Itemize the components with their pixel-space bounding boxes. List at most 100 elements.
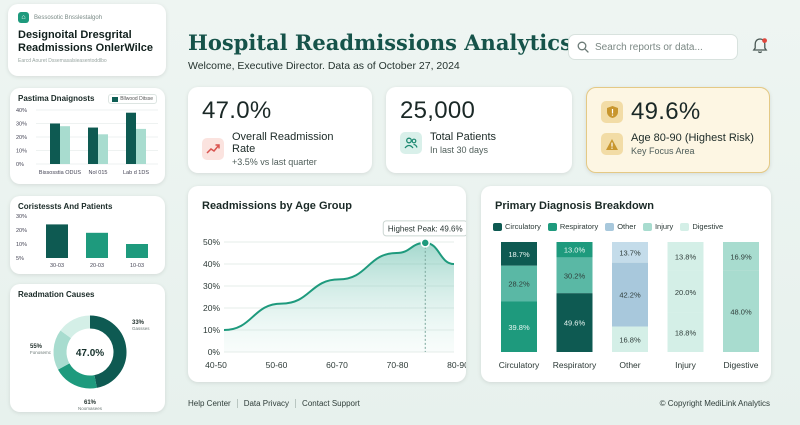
y-tick-label: 30% [16, 214, 27, 220]
legend-item[interactable]: Injury [642, 222, 673, 231]
donut-segment [89, 315, 127, 388]
legend-swatch [112, 96, 119, 102]
logo-icon: ⌂ [18, 12, 29, 23]
bar-segment-label: 13.8% [675, 252, 697, 261]
kpi-total-patients[interactable]: 25,000 Total Patients In last 30 days [386, 87, 572, 173]
x-tick-label: Lab d 1DS [123, 170, 149, 176]
kpi-rate-sub: +3.5% vs last quarter [232, 157, 317, 167]
y-tick-label: 20% [16, 135, 27, 141]
trend-up-icon [202, 138, 224, 160]
kpi-patients-value: 25,000 [400, 97, 476, 124]
bar-segment [556, 242, 593, 258]
x-tick-label: Nol 015 [89, 170, 108, 176]
x-tick-label: 30-03 [50, 263, 64, 269]
kpi-highest-risk-age[interactable]: 49.6% Age 80-90 (Highest Risk) Key Focus… [586, 87, 770, 173]
bar-segment [612, 326, 648, 352]
legend-item[interactable]: Other [605, 222, 636, 231]
bar-segment [501, 301, 537, 352]
copyright-text: © Copyright MediLink Analytics [659, 399, 770, 408]
legend-item[interactable]: Circulatory [493, 222, 541, 231]
bar [86, 232, 108, 258]
y-tick-label: 40% [203, 259, 220, 269]
age-group-area-chart: 50% 40% 30% 20% 10% 0% 40-50 50-60 60-70 70-80 80-… [203, 220, 466, 370]
x-tick-label: 50-60 [266, 360, 288, 370]
y-tick-label: 10% [16, 149, 27, 155]
bar [88, 127, 98, 164]
bar [46, 224, 68, 258]
kpi-readmission-rate[interactable]: 47.0% Overall Readmission Rate +3.5% vs … [188, 87, 372, 173]
bar-segment-label: 18.8% [675, 328, 697, 337]
bar-segment-label: 39.8% [508, 323, 530, 332]
bar [60, 126, 70, 164]
x-tick-label: Other [619, 360, 640, 370]
donut-label-pct: 61% [84, 400, 97, 406]
users-icon [400, 132, 422, 154]
brand-app-name: Bessosotic Bnsslestalgoh [34, 14, 103, 21]
x-tick-label: Digestive [724, 360, 759, 370]
legend-swatch [547, 222, 557, 231]
y-tick-label: 0% [16, 162, 24, 168]
y-tick-label: 30% [203, 281, 220, 291]
x-tick-label: Bissosstia ODUS [39, 170, 82, 176]
x-tick-label: 70-80 [387, 360, 409, 370]
kpi-age-value: 49.6% [631, 98, 701, 125]
donut-label-pct: 33% [132, 320, 145, 326]
x-tick-label: 10-03 [130, 263, 144, 269]
legend-label: Respiratory [559, 222, 599, 231]
bar-segment-label: 49.6% [564, 319, 586, 328]
sidebar-cost-title: Coristessts And Patients [18, 202, 113, 211]
sidebar-causes-title: Readmation Causes [18, 290, 95, 299]
bar [126, 112, 136, 164]
y-tick-label: 30% [16, 122, 27, 128]
sidebar-cost-widget[interactable]: Coristessts And Patients 30% 20% 10% 5% 30-0… [10, 196, 165, 274]
search-box[interactable] [568, 34, 738, 60]
diagnosis-legend: Circulatory Respiratory Other Injury Digesti… [493, 222, 723, 231]
x-tick-label: Injury [675, 360, 697, 370]
y-tick-label: 20% [16, 228, 27, 234]
legend-swatch [642, 222, 652, 231]
donut-segment [58, 362, 97, 389]
kpi-age-label: Age 80-90 (Highest Risk) [631, 132, 754, 144]
bar-segment-label: 30.2% [564, 271, 586, 280]
x-tick-label: Respiratory [553, 360, 597, 370]
donut-label-text: Fonosemc [30, 350, 52, 355]
sidebar-causes-widget[interactable]: Readmation Causes 47.0% 55% Fonosemc 33% Gas… [10, 284, 165, 412]
legend-label: Digestive [692, 222, 724, 231]
notification-bell-icon[interactable] [750, 36, 770, 56]
search-input[interactable] [595, 41, 725, 53]
y-tick-label: 50% [203, 237, 220, 247]
y-tick-label: 10% [203, 325, 220, 335]
bar-segment-label: 13.7% [619, 248, 641, 257]
donut-label-pct: 55% [30, 344, 43, 350]
bar-segment [501, 265, 537, 302]
sidebar-cost-chart: 30% 20% 10% 5% 30-03 20-03 10-03 [16, 214, 148, 269]
age-group-chart-card[interactable]: Readmissions by Age Group 50% 40% 30% 20% 10… [188, 186, 466, 382]
sidebar-diagnosis-widget[interactable]: Pastima Dnaignosts Bllwood Ditsse 40% 30%… [10, 88, 165, 184]
legend-item[interactable]: Respiratory [547, 222, 599, 231]
x-tick-label: 20-03 [90, 263, 104, 269]
legend-swatch [493, 222, 502, 231]
legend-text: Bllwood Ditsse [120, 96, 153, 102]
legend-item[interactable]: Digestive [680, 222, 723, 231]
age-chart-title: Readmissions by Age Group [202, 200, 352, 212]
bar-segment [667, 312, 704, 352]
diagnosis-chart-card[interactable]: Primary Diagnosis Breakdown Circulatory R… [481, 186, 771, 382]
page-title: Hospital Readmissions Analytics [188, 30, 572, 55]
bar-segment [556, 257, 593, 294]
peak-tooltip-label: Highest Peak: 49.6% [388, 224, 463, 233]
kpi-patients-label: Total Patients [430, 131, 497, 143]
brand-title-line-1: Designoital Dresgrital [18, 29, 132, 41]
kpi-age-sub: Key Focus Area [631, 146, 695, 156]
sidebar-diagnosis-chart: 40% 30% 20% 10% 0% Bissosstia ODUS Nol 015 Lab … [16, 108, 158, 176]
footer-link-privacy[interactable]: Data Privacy [236, 399, 295, 408]
bar [126, 244, 148, 258]
bar [136, 128, 146, 164]
footer-link-help[interactable]: Help Center [188, 399, 231, 408]
bar-segment-label: 16.9% [730, 252, 752, 261]
y-tick-label: 20% [203, 303, 220, 313]
bar-segment-label: 48.0% [730, 307, 752, 316]
bar-segment [612, 262, 648, 327]
footer-link-contact[interactable]: Contact Support [295, 399, 366, 408]
peak-point [420, 238, 430, 248]
legend-swatch [605, 222, 615, 231]
